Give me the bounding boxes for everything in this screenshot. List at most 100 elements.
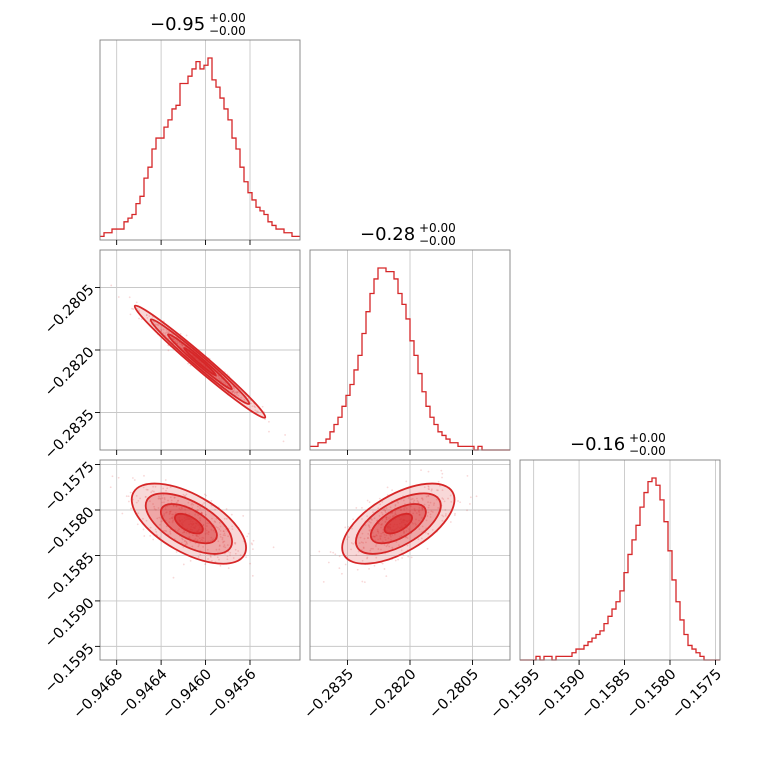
sample-point [183,531,186,533]
sample-point [475,495,478,498]
sample-point [181,344,184,347]
sample-point [201,503,204,506]
sample-point [117,296,120,298]
sample-point [132,498,134,501]
sample-point [449,521,452,523]
sample-point [170,516,173,519]
sample-point [164,479,167,481]
sample-point [200,511,203,514]
sample-point [167,331,170,334]
sample-point [459,501,462,504]
sample-point [356,568,359,571]
sample-point [373,517,376,520]
sample-point [350,542,353,544]
sample-point [203,502,206,504]
sample-point [378,515,381,517]
sample-point [139,497,142,500]
sample-point [206,532,208,534]
sample-point [233,542,236,544]
sample-point [221,538,224,541]
sample-point [181,537,183,540]
title-layer: −0.95 +0.00−0.00−0.28 +0.00−0.00−0.16 +0.00… [150,11,666,458]
sample-point [246,535,249,538]
sample-point [176,530,179,532]
sample-point [156,323,159,326]
sample-point [370,518,372,520]
sample-point [232,385,235,388]
sample-point [375,534,378,537]
sample-point [155,530,158,533]
sample-point [231,528,234,531]
sample-point [160,520,163,523]
sample-point [199,553,202,556]
sample-point [469,496,472,499]
sample-point [187,501,190,504]
sample-point [219,564,222,567]
sample-point [227,567,230,570]
sample-point [352,542,355,545]
sample-point [427,485,430,488]
sample-point [142,486,145,489]
sample-point [152,538,155,541]
sample-point [439,484,441,487]
sample-point [382,528,385,531]
sample-point [437,489,439,492]
sample-point [131,307,133,310]
sample-point [379,503,382,506]
sample-point [234,548,237,551]
sample-point [443,500,446,503]
sample-point [201,512,203,515]
sample-point [351,527,353,530]
sample-point [161,519,164,522]
sample-point [111,475,114,478]
sample-point [167,349,170,352]
sample-point [406,544,409,547]
sample-point [318,550,321,553]
sample-point [203,493,206,496]
sample-point [173,496,176,499]
sample-point [431,528,434,531]
sample-point [421,525,424,528]
sample-point [252,539,255,542]
sample-point [219,525,222,528]
title-value: −0.95 [150,14,205,35]
sample-point [367,524,370,526]
sample-point [166,487,169,490]
sample-point [253,405,256,408]
sample-point [381,518,384,521]
sample-point [386,544,389,546]
sample-point [173,496,176,499]
sample-point [427,495,430,497]
sample-point [403,532,405,535]
sample-point [172,504,175,507]
sample-point [427,494,430,497]
sample-point [441,476,443,479]
sample-point [155,508,157,511]
sample-point [188,532,191,535]
sample-point [430,510,433,513]
sample-point [322,580,325,583]
sample-point [427,511,430,514]
sample-point [222,530,225,533]
sample-point [368,501,371,504]
sample-point [416,499,419,502]
title-p1: −0.28 +0.00−0.00 [360,221,456,248]
sample-point [427,501,429,503]
sample-point [165,489,167,492]
sample-point [172,504,175,507]
sample-point [379,538,382,541]
sample-point [449,494,452,497]
sample-point [377,538,379,541]
y-tick-label-p1-1: −0.2820 [42,344,98,400]
sample-point [186,542,189,545]
sample-point [187,362,190,365]
sample-point [212,538,215,541]
sample-point [423,486,426,489]
sample-point [227,384,229,387]
sample-point [195,534,198,537]
sample-point [125,495,128,498]
sample-point [165,530,168,532]
sample-point [398,544,400,547]
sample-point [400,549,403,552]
sample-point [427,506,430,509]
